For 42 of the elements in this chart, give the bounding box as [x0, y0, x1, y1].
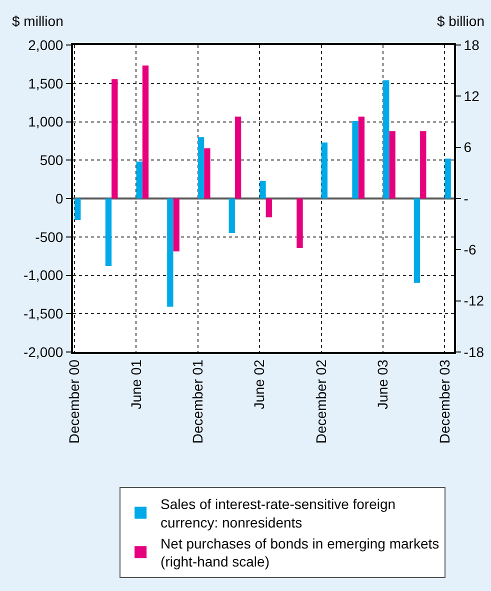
y2-tick-label: -18: [464, 344, 484, 360]
y2-tick-label: 6: [464, 139, 472, 156]
y-tick-label: -1,000: [23, 267, 64, 284]
bar: [167, 198, 174, 307]
bar: [234, 116, 242, 198]
bar: [136, 162, 142, 198]
bar: [260, 180, 266, 198]
y-tick-label: 1,500: [28, 75, 64, 92]
y-tick-label: 500: [40, 152, 64, 168]
bar: [266, 198, 272, 218]
bar: [112, 79, 118, 198]
y-tick-label: -2,000: [23, 344, 64, 360]
y-tick-label: 1,000: [28, 114, 64, 130]
y-axis-title: $ million: [12, 13, 64, 29]
bar: [420, 131, 426, 198]
legend-label: Net purchases of bonds in emerging markets (right-hand scale): [160, 536, 440, 570]
y2-tick-label: 12: [464, 88, 480, 104]
y2-tick-label: -: [464, 190, 469, 206]
x-tick-label: June 03: [374, 359, 391, 410]
y-tick-label: -1,500: [23, 306, 64, 322]
bar: [296, 198, 303, 248]
x-tick-label: December 03: [436, 359, 452, 444]
y2-axis-title: $ billion: [437, 13, 484, 29]
bar: [105, 198, 112, 266]
y2-tick-label: 18: [464, 36, 480, 53]
y-tick-label: 0: [55, 190, 64, 206]
bar: [74, 198, 81, 220]
y-tick-label: -500: [35, 228, 64, 245]
bar: [414, 198, 420, 283]
legend-label: Sales of interest-rate-sensitive foreign currency: nonresidents: [160, 496, 396, 530]
x-tick-label: June 01: [128, 359, 144, 410]
x-tick-label: December 00: [66, 359, 82, 444]
bar: [321, 142, 328, 198]
bar: [142, 65, 149, 198]
y-tick-label: 2,000: [28, 36, 64, 53]
x-tick-label: December 02: [312, 359, 329, 444]
y2-tick-label: -6: [464, 242, 476, 258]
y2-tick-label: -12: [464, 292, 484, 309]
x-tick-label: June 02: [251, 359, 268, 410]
bar: [228, 198, 235, 234]
x-tick-label: December 01: [189, 359, 206, 444]
bar: [444, 158, 451, 198]
